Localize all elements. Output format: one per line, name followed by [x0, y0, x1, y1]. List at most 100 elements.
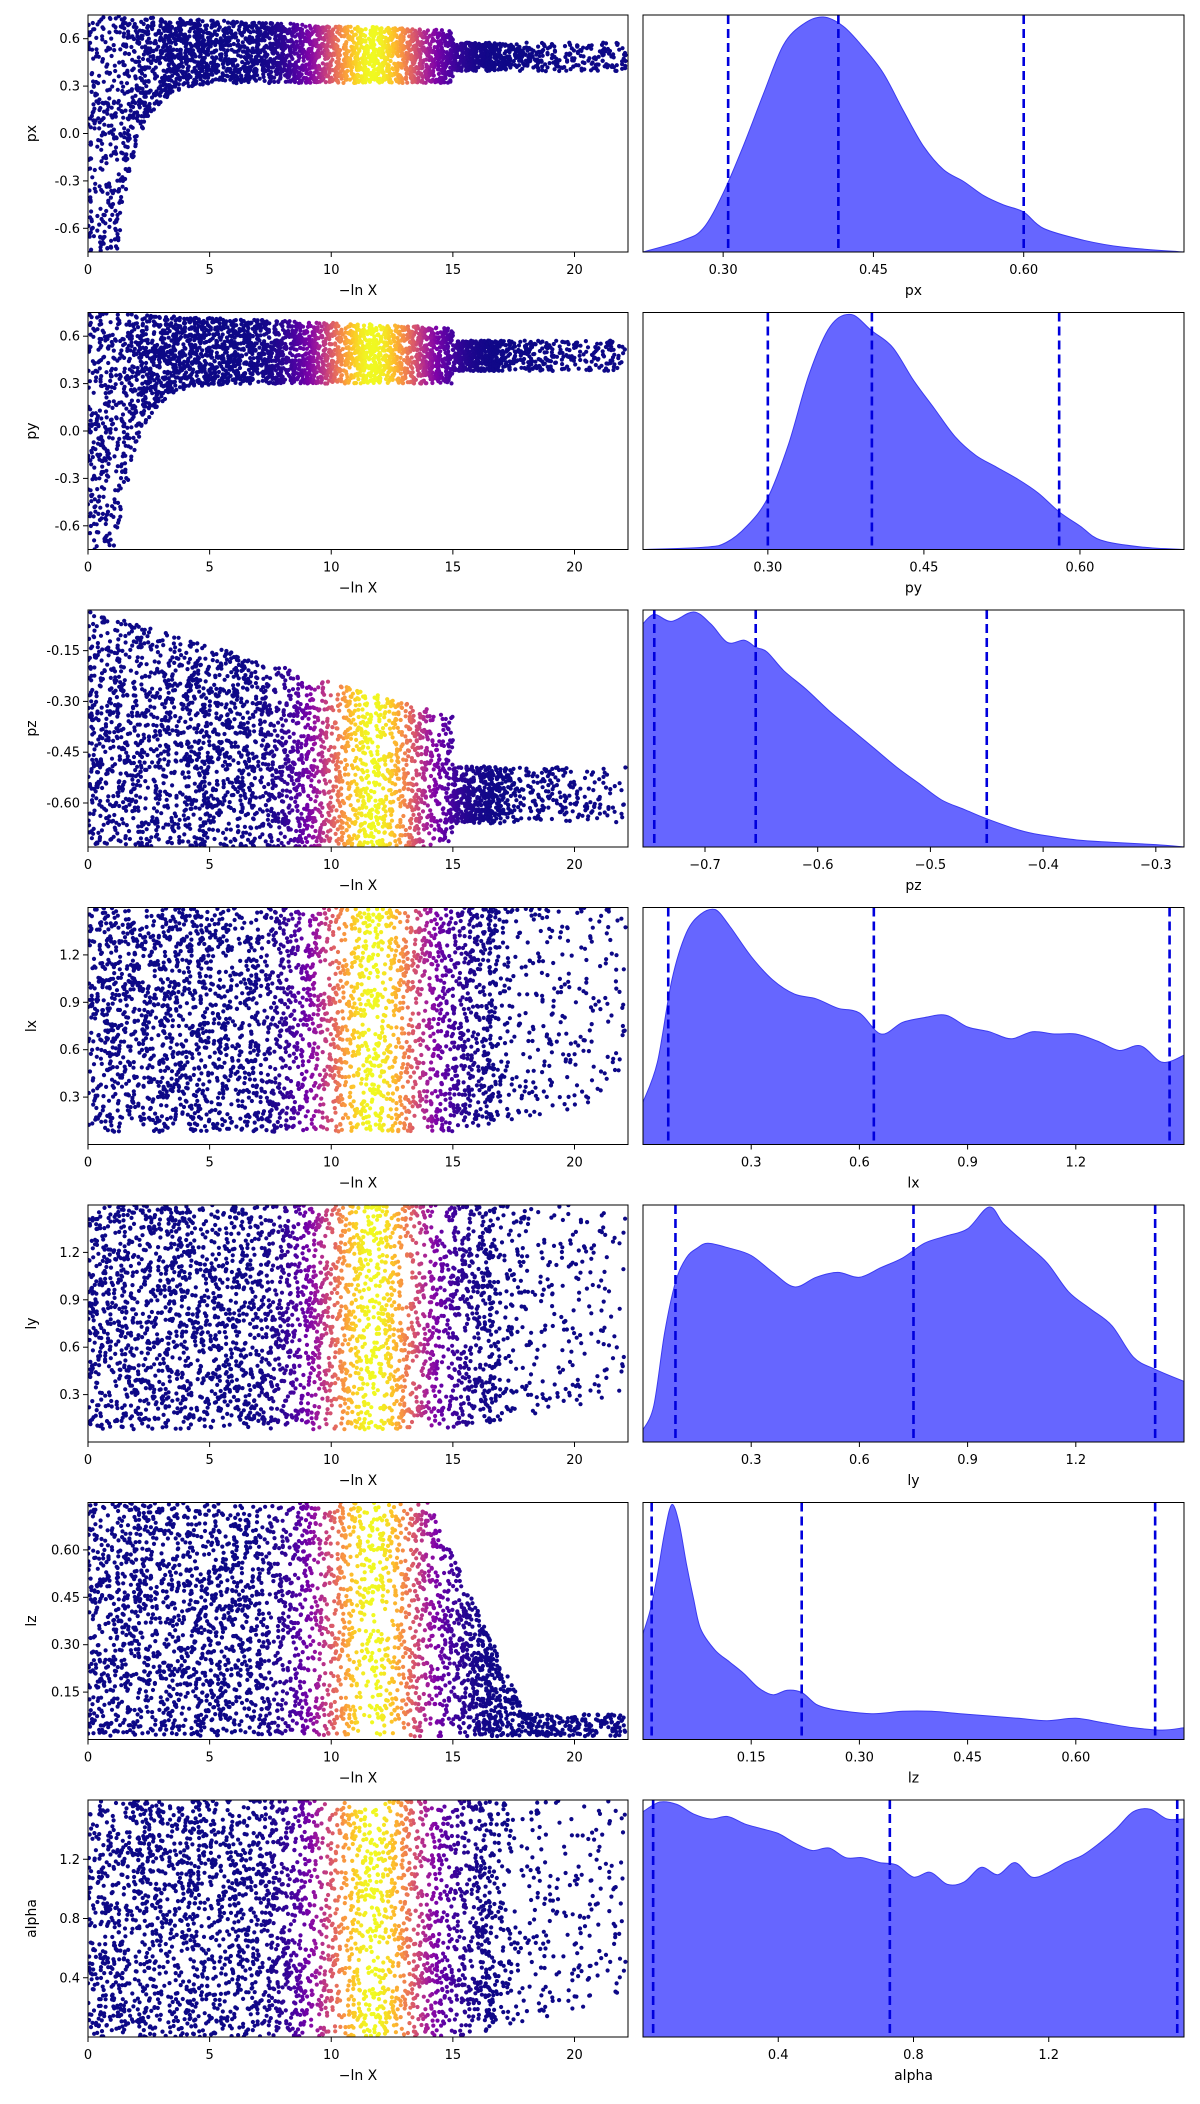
trace-py-point	[550, 354, 554, 358]
trace-py-point	[91, 455, 95, 459]
trace-py-point	[128, 357, 132, 361]
trace-py-point	[583, 359, 587, 363]
trace-py-point	[565, 347, 569, 351]
trace-px-point	[152, 107, 156, 111]
trace-py-point	[158, 365, 162, 369]
trace-px-point	[585, 46, 589, 50]
trace-py-point	[188, 354, 192, 358]
trace-py-point	[99, 322, 103, 326]
trace-px-point	[370, 77, 374, 81]
trace-py-point	[183, 347, 187, 351]
trace-py-point	[210, 355, 214, 359]
trace-px-point	[301, 32, 305, 36]
trace-py-point	[104, 518, 108, 522]
trace-py-point	[87, 369, 91, 373]
trace-px-point	[354, 33, 358, 37]
trace-py-point	[98, 453, 102, 457]
trace-px-point	[586, 59, 590, 63]
trace-py-point	[122, 430, 126, 434]
trace-px-point	[109, 196, 113, 200]
trace-py-point	[191, 368, 195, 372]
trace-px-point	[112, 48, 116, 52]
trace-py-point	[97, 424, 101, 428]
trace-px-point	[181, 65, 185, 69]
trace-px-point	[110, 106, 114, 110]
trace-px-point	[131, 126, 135, 130]
trace-px-point	[615, 41, 619, 45]
trace-px-point	[126, 128, 130, 132]
trace-py-point	[147, 415, 151, 419]
trace-px-point	[92, 27, 96, 31]
trace-px-point	[179, 48, 183, 52]
trace-px-point	[125, 157, 129, 161]
kde-px-density-area	[643, 17, 1184, 252]
trace-py-point	[572, 343, 576, 347]
trace-py-point	[132, 448, 136, 452]
trace-py-point	[152, 330, 156, 334]
trace-px-point	[189, 75, 193, 79]
trace-py-point	[573, 362, 577, 366]
trace-px-point	[98, 106, 102, 110]
trace-py-point	[122, 480, 126, 484]
trace-py-point	[106, 361, 110, 365]
trace-px-point	[294, 40, 298, 44]
trace-px-point	[405, 72, 409, 76]
trace-px-point	[90, 71, 94, 75]
trace-px-point	[121, 151, 125, 155]
trace-py-point	[215, 340, 219, 344]
trace-px-point	[115, 136, 119, 140]
trace-py-point	[611, 368, 615, 372]
trace-py-point	[593, 345, 597, 349]
trace-px-point	[91, 102, 95, 106]
trace-px-point	[121, 85, 125, 89]
trace-px-point	[143, 74, 147, 78]
trace-px-ytick-label: 0.0	[59, 127, 80, 142]
trace-px-point	[391, 27, 395, 31]
trace-px-point	[370, 52, 374, 56]
trace-px-point	[222, 19, 226, 23]
trace-px-point	[262, 75, 266, 79]
trace-px-point	[102, 123, 106, 127]
trace-px-point	[102, 116, 106, 120]
trace-px-point	[168, 21, 172, 25]
trace-py-point	[184, 370, 188, 374]
trace-py-point	[114, 469, 118, 473]
trace-py-point	[538, 349, 542, 353]
trace-px-point	[154, 65, 158, 69]
trace-py-point	[156, 398, 160, 402]
trace-px-point	[144, 84, 148, 88]
trace-py-point	[110, 374, 114, 378]
trace-px-point	[89, 230, 93, 234]
trace-py-point	[116, 501, 120, 505]
trace-px-point	[103, 40, 107, 44]
trace-py-point	[108, 543, 112, 547]
trace-px-point	[309, 27, 313, 31]
trace-py-point	[107, 435, 111, 439]
trace-py-point	[135, 321, 139, 325]
trace-py-point	[155, 405, 159, 409]
trace-px-point	[385, 67, 389, 71]
trace-px-point	[436, 35, 440, 39]
trace-py-point	[102, 331, 106, 335]
trace-py-point	[148, 380, 152, 384]
trace-px-point	[124, 187, 128, 191]
trace-px-point	[174, 42, 178, 46]
trace-py-point	[560, 362, 564, 366]
trace-py-point	[163, 397, 167, 401]
trace-py-point	[213, 359, 217, 363]
trace-py-point	[89, 511, 93, 515]
trace-py-point	[96, 530, 100, 534]
trace-py-point	[89, 462, 93, 466]
trace-px-point	[168, 45, 172, 49]
trace-py-point	[546, 365, 550, 369]
trace-px-point	[370, 42, 374, 46]
trace-px-point	[349, 25, 353, 29]
trace-px-point	[371, 64, 375, 68]
trace-px-point	[155, 74, 159, 78]
trace-px-point	[95, 145, 99, 149]
trace-py-point	[129, 340, 133, 344]
trace-px-point	[89, 200, 93, 204]
trace-px-point	[246, 61, 250, 65]
trace-px-point	[105, 62, 109, 66]
